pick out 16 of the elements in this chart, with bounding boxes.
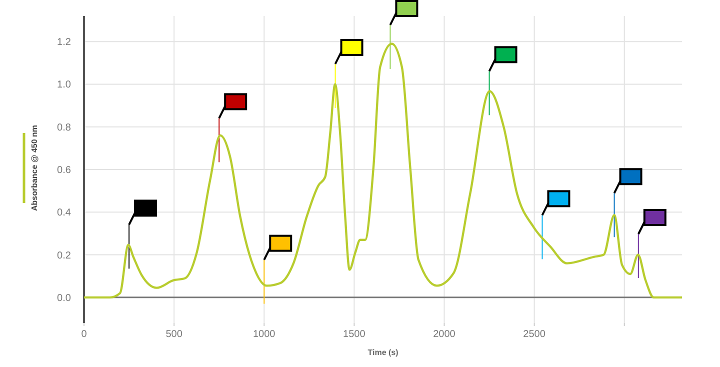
x-tick-label: 2500: [523, 329, 546, 340]
line-series: [82, 42, 684, 299]
y-tick-label: 0.8: [57, 122, 72, 134]
x-tick-label: 1500: [343, 329, 366, 340]
text: Absorbance @ 450 nm: [30, 124, 39, 212]
y-tick-label: 0.6: [57, 165, 72, 176]
y-tick-label: 1.0: [57, 80, 72, 91]
x-tick-label: 500: [166, 329, 183, 340]
y-tick-label: 0.2: [57, 250, 72, 262]
y-tick-label: 0.0: [57, 292, 72, 304]
y-tick-label: 1.2: [57, 37, 72, 48]
y-tick-label: 0.4: [57, 208, 72, 219]
x-tick-label: 0: [81, 329, 88, 340]
x-tick-label: 2000: [433, 329, 456, 340]
x-axis-title: Time (s): [368, 348, 399, 357]
x-tick-label: 1000: [252, 329, 276, 340]
